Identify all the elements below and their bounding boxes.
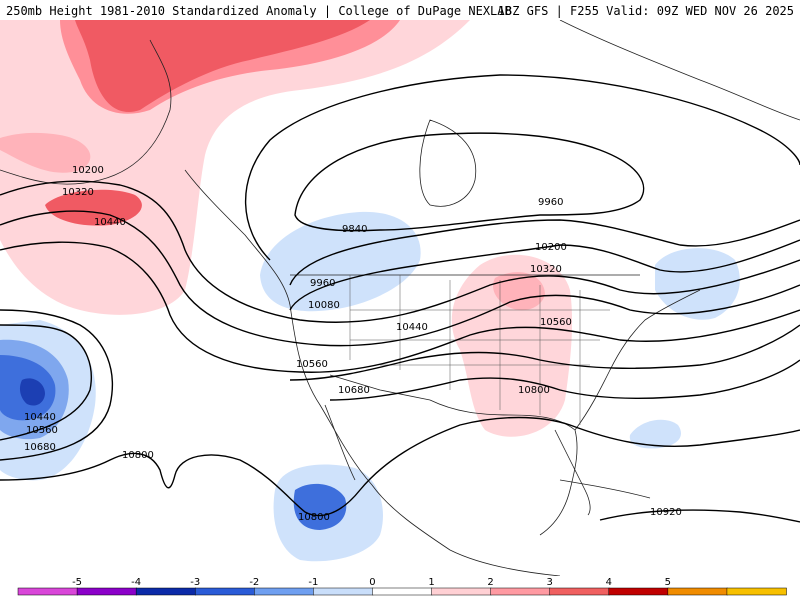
greenland: [559, 20, 800, 121]
positive-anomaly-alaska-max: [75, 20, 370, 112]
contour-label: 9840: [342, 224, 367, 235]
colorbar-swatch: [490, 587, 551, 596]
contour-10320: [0, 210, 800, 347]
model-valid-time: 18Z GFS | F255 Valid: 09Z WED NOV 26 202…: [497, 4, 794, 18]
contour-label: 10560: [540, 317, 572, 328]
contour-label-group: 10200 10320 10440 9840 9960 10080 9960 1…: [24, 165, 682, 523]
contour-10920: [599, 509, 800, 523]
colorbar-tick-label: 2: [487, 577, 493, 588]
colorbar-swatch: [372, 587, 433, 596]
gulf-coast: [429, 399, 578, 536]
contour-label: 10800: [518, 385, 550, 396]
colorbar-tick-label: 1: [428, 577, 434, 588]
contour-10680-east: [329, 359, 800, 401]
colorbar-tick-label: -5: [72, 577, 82, 588]
colorbar-tick-label: 5: [665, 577, 671, 588]
geographic-outlines: [0, 20, 800, 576]
contour-10680: [0, 309, 114, 461]
colorbar-tick-label: -1: [308, 577, 318, 588]
colorbar-swatch: [194, 587, 256, 596]
contour-9960: [244, 74, 800, 261]
contour-label: 9960: [310, 278, 335, 289]
baja-peninsula: [324, 404, 356, 481]
colorbar-swatch: [549, 587, 610, 596]
contour-label: 10920: [650, 507, 682, 518]
map-title: 250mb Height 1981-2010 Standardized Anom…: [6, 4, 512, 18]
atlantic-coast: [574, 289, 701, 431]
colorbar-swatch: [431, 587, 492, 596]
negative-anomaly-pacific-nw: [260, 211, 421, 312]
height-contours: [0, 74, 800, 523]
contour-10440: [0, 241, 800, 373]
contour-label: 10320: [62, 187, 94, 198]
colorbar-swatch: [667, 587, 728, 596]
florida: [554, 429, 591, 516]
contour-label: 10560: [26, 425, 58, 436]
contour-label: 10320: [530, 264, 562, 275]
contour-label: 10560: [296, 359, 328, 370]
contour-label: 10440: [24, 412, 56, 423]
contour-label: 10440: [94, 217, 126, 228]
contour-9840: [294, 132, 645, 232]
positive-anomaly-bering: [45, 189, 142, 226]
contour-label: 9960: [538, 197, 563, 208]
colorbar-tick-label: 3: [547, 577, 553, 588]
contour-10560: [0, 324, 92, 441]
state-lines: [349, 275, 610, 425]
header-bar: 250mb Height 1981-2010 Standardized Anom…: [0, 0, 800, 20]
cuba: [559, 479, 651, 499]
contour-label: 10800: [298, 512, 330, 523]
contour-label: 10800: [122, 450, 154, 461]
contour-10560-east: [289, 324, 800, 381]
colorbar-tick-label: -3: [190, 577, 200, 588]
contour-label: 10440: [396, 322, 428, 333]
contour-label: 10200: [535, 242, 567, 253]
contour-10200: [0, 180, 800, 323]
us-mexico-border: [329, 374, 431, 401]
alaska-coast: [0, 39, 172, 185]
colorbar-tick-label: 4: [606, 577, 612, 588]
colorbar-swatch: [135, 587, 196, 596]
colorbar-tick-label: 0: [369, 577, 375, 588]
colorbar-swatch: [76, 587, 137, 596]
anomaly-map: 10200 10320 10440 9840 9960 10080 9960 1…: [0, 20, 800, 576]
hudson-bay: [419, 119, 477, 207]
colorbar-swatch: [17, 587, 78, 596]
colorbar-swatch: [608, 587, 669, 596]
colorbar-swatch: [254, 587, 315, 596]
contour-label: 10680: [24, 442, 56, 453]
contour-label: 10080: [308, 300, 340, 311]
contour-9960-inner: [289, 219, 800, 286]
colorbar-legend: -5 -4 -3 -2 -1 0 1 2 3 4 5: [0, 576, 800, 600]
colorbar-swatch: [726, 587, 787, 596]
contour-label: 10680: [338, 385, 370, 396]
contour-10080: [289, 239, 800, 311]
contour-10800: [0, 416, 800, 517]
colorbar-tick-label: -4: [131, 577, 141, 588]
colorbar-tick-label: -2: [249, 577, 259, 588]
pacific-coast: [184, 169, 561, 576]
contour-label: 10200: [72, 165, 104, 176]
colorbar-swatch: [313, 587, 374, 596]
